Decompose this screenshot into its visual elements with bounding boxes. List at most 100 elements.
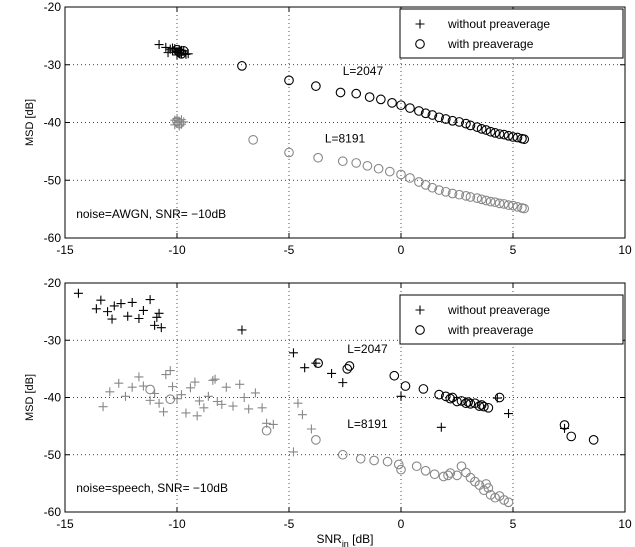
x-tick-label: 0 [398, 243, 405, 257]
x-tick-label: -15 [56, 517, 74, 531]
series-2 [313, 358, 599, 445]
data-point-plus [120, 391, 130, 401]
data-point-plus [221, 382, 231, 392]
legend-marker-circle [415, 39, 425, 49]
data-point-plus [152, 312, 162, 322]
x-tick-label: 5 [510, 517, 517, 531]
legend-box [399, 8, 624, 59]
data-point-circle [445, 393, 456, 404]
data-point-circle [411, 461, 422, 472]
data-point-circle [337, 449, 348, 460]
data-point-circle [494, 392, 505, 403]
data-point-circle [351, 158, 362, 168]
data-point-circle [393, 459, 404, 470]
data-point-circle [311, 435, 321, 445]
data-point-circle [472, 122, 483, 132]
data-point-circle [351, 88, 362, 99]
data-point-circle [452, 396, 462, 407]
data-point-circle [387, 98, 397, 108]
legend: without preaverage with preaverage [399, 8, 624, 59]
data-point-circle [447, 188, 458, 199]
data-point-plus [138, 305, 148, 315]
data-point-circle [311, 81, 321, 91]
series-4 [145, 384, 514, 508]
annotation: L=8191 [325, 132, 366, 146]
data-point-plus [98, 402, 108, 412]
data-point-circle [382, 456, 393, 467]
data-point-circle [494, 198, 505, 209]
data-point-plus [235, 379, 245, 389]
data-point-circle [384, 166, 395, 177]
data-point-circle [461, 118, 471, 129]
y-tick-label: -30 [44, 333, 62, 347]
data-point-circle [499, 495, 509, 505]
annotation: noise=speech, SNR= −10dB [76, 481, 228, 495]
data-point-plus [138, 381, 148, 391]
data-point-plus [293, 398, 303, 408]
data-point-plus [154, 308, 164, 318]
data-point-circle [490, 492, 500, 503]
data-point-plus [159, 407, 169, 417]
data-point-plus [208, 375, 218, 385]
legend: without preaverage with preaverage [399, 294, 624, 345]
data-point-plus [116, 299, 126, 309]
data-point-circle [313, 358, 323, 369]
data-point-circle [342, 364, 353, 374]
data-point-circle [483, 402, 494, 413]
data-point-plus [96, 295, 106, 305]
data-point-circle [420, 108, 431, 119]
data-point-plus [306, 424, 316, 434]
data-point-circle [429, 469, 440, 480]
y-tick-label: -40 [44, 116, 62, 130]
data-point-plus [127, 297, 137, 307]
data-point-circle [400, 381, 411, 391]
data-point-plus [228, 401, 238, 411]
data-point-circle [174, 118, 185, 129]
data-point-plus [327, 368, 337, 378]
data-point-circle [443, 470, 453, 481]
data-point-circle [172, 116, 182, 127]
y-tick-label: -50 [44, 173, 62, 187]
data-point-plus [134, 313, 144, 323]
data-point-plus [257, 403, 267, 413]
data-point-circle [490, 128, 500, 138]
data-point-plus [217, 399, 227, 409]
data-point-circle [405, 173, 415, 183]
data-point-circle [508, 132, 518, 142]
data-point-circle [396, 464, 406, 475]
data-point-circle [479, 401, 489, 412]
data-point-plus [163, 48, 173, 58]
data-point-circle [512, 201, 523, 212]
data-point-circle [396, 100, 406, 111]
x-tick-label: -15 [56, 243, 74, 257]
legend-label: without preaverage [447, 17, 550, 31]
data-point-circle [284, 147, 294, 158]
data-point-circle [313, 152, 323, 163]
data-point-circle [440, 186, 451, 197]
data-point-circle [463, 397, 474, 407]
data-point-circle [434, 112, 444, 123]
data-point-circle [512, 132, 523, 143]
y-tick-label: -50 [44, 448, 62, 462]
x-axis-label: SNRin [dB] [316, 532, 373, 547]
data-point-plus [114, 378, 124, 388]
data-point-plus [165, 366, 175, 376]
data-point-plus [168, 382, 178, 392]
data-point-circle [389, 370, 400, 381]
x-tick-label: -5 [284, 517, 295, 531]
annotation: noise=AWGN, SNR= −10dB [76, 207, 226, 221]
data-point-circle [362, 160, 373, 171]
legend-marker-circle [415, 325, 425, 335]
data-point-circle [456, 396, 467, 406]
data-point-plus [297, 410, 307, 420]
data-point-circle [427, 110, 438, 120]
data-point-circle [454, 189, 465, 200]
data-point-circle [465, 120, 476, 131]
legend-box [399, 294, 624, 345]
data-point-plus [239, 393, 249, 402]
data-point-plus [145, 395, 155, 405]
data-point-plus [288, 447, 298, 457]
data-point-plus [105, 387, 115, 397]
data-point-plus [311, 358, 321, 368]
